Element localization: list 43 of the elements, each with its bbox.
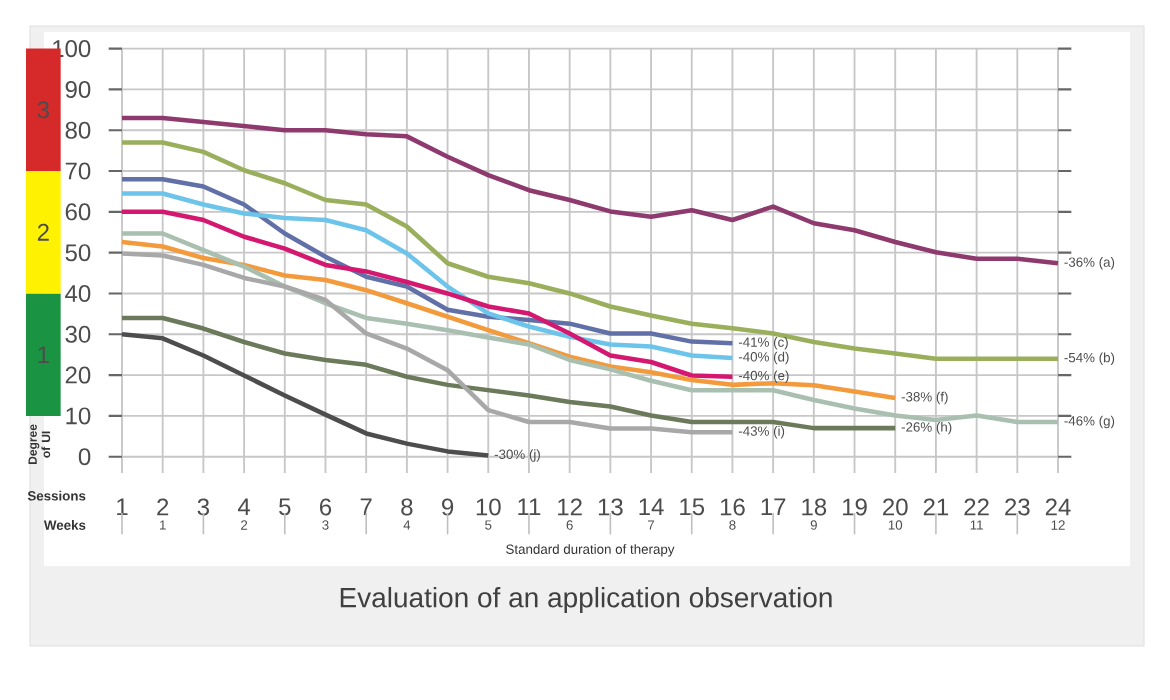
x-tick-label: 23: [1005, 498, 1030, 516]
y-tick-label: 50: [65, 244, 91, 262]
y-tick-label: 40: [65, 284, 91, 302]
x-tick-label: 4: [237, 498, 251, 515]
y-tick-label: 0: [78, 448, 91, 466]
x-tick-label: 18: [802, 498, 827, 516]
text: 1: [38, 346, 49, 363]
text: 2: [37, 223, 49, 241]
x-tick-label: 13: [598, 498, 623, 516]
y-tick-label: 30: [65, 325, 91, 343]
x-tick-label: 22: [964, 498, 989, 516]
x-tick-label: 11: [518, 498, 541, 515]
x-tick-label: 19: [843, 498, 867, 516]
line-series: [119, 176, 735, 346]
x-tick-label: 20: [883, 498, 908, 516]
text: 3: [37, 101, 49, 119]
x-tick-label: 12: [558, 498, 582, 516]
x-tick-label: 15: [680, 498, 705, 516]
y-tick-label: 70: [65, 162, 91, 180]
x-tick-label: 16: [720, 498, 745, 516]
x-tick-label: 9: [442, 498, 454, 516]
x-tick-label: 2: [157, 498, 169, 516]
x-tick-label: 5: [279, 498, 291, 516]
x-tick-label: 21: [923, 498, 949, 516]
x-tick-label: 1: [117, 498, 128, 515]
line-series: [119, 332, 491, 458]
y-tick-label: 20: [65, 366, 91, 384]
x-tick-label: 10: [476, 498, 501, 516]
y-tick-label: 80: [65, 121, 91, 139]
y-tick-label: 10: [66, 407, 91, 425]
line-series: [119, 251, 735, 435]
line-series: [119, 191, 735, 361]
x-tick-label: 8: [401, 498, 413, 516]
x-tick-label: 3: [197, 498, 210, 516]
text: Evaluation of an application observation: [340, 586, 832, 614]
x-tick-label: 7: [360, 498, 372, 515]
y-tick-label: 90: [65, 80, 91, 98]
y-tick-label: 60: [65, 203, 91, 221]
x-tick-label: 6: [320, 498, 332, 516]
x-tick-label: 24: [1045, 498, 1071, 516]
line-series: [119, 209, 735, 379]
x-tick-label: 14: [639, 498, 664, 515]
x-tick-label: 17: [761, 498, 786, 515]
